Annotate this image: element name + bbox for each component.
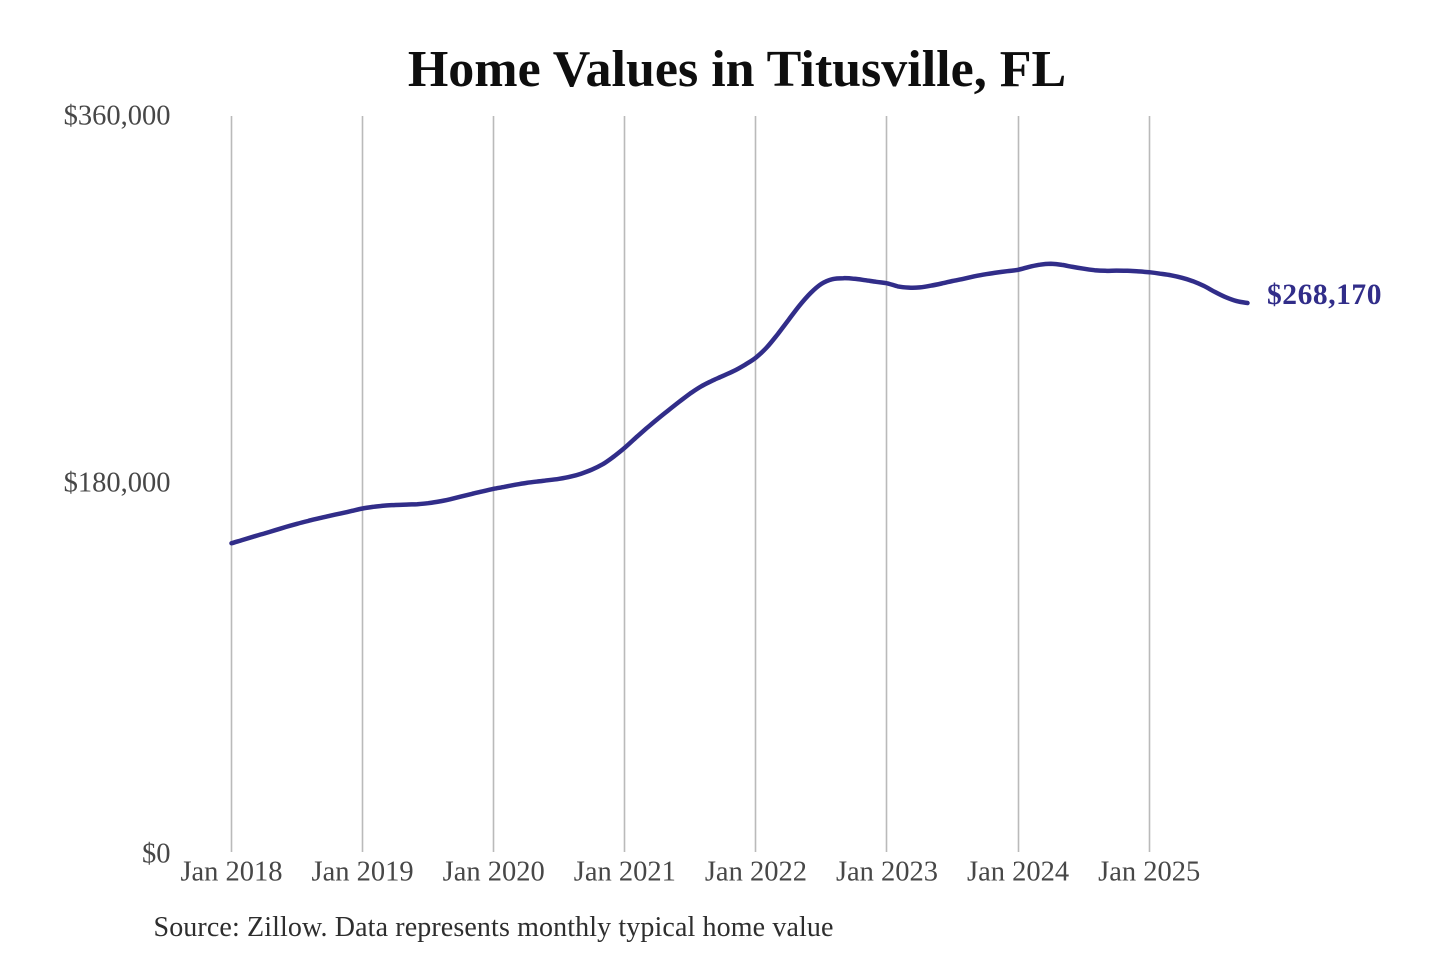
svg-text:$360,000: $360,000: [64, 101, 171, 132]
svg-text:Jan 2019: Jan 2019: [312, 857, 414, 888]
svg-text:Jan 2025: Jan 2025: [1098, 857, 1200, 888]
svg-text:Source: Zillow. Data represent: Source: Zillow. Data represents monthly …: [154, 912, 834, 943]
svg-text:$0: $0: [142, 839, 171, 870]
svg-text:Jan 2018: Jan 2018: [180, 857, 282, 888]
svg-text:Jan 2023: Jan 2023: [836, 857, 938, 888]
svg-text:Jan 2021: Jan 2021: [574, 857, 676, 888]
svg-text:Jan 2022: Jan 2022: [705, 857, 807, 888]
svg-text:Home Values in Titusville, FL: Home Values in Titusville, FL: [408, 41, 1066, 98]
svg-text:$268,170: $268,170: [1267, 279, 1382, 311]
svg-text:Jan 2024: Jan 2024: [967, 857, 1069, 888]
svg-text:Jan 2020: Jan 2020: [443, 857, 545, 888]
svg-text:$180,000: $180,000: [64, 468, 171, 499]
